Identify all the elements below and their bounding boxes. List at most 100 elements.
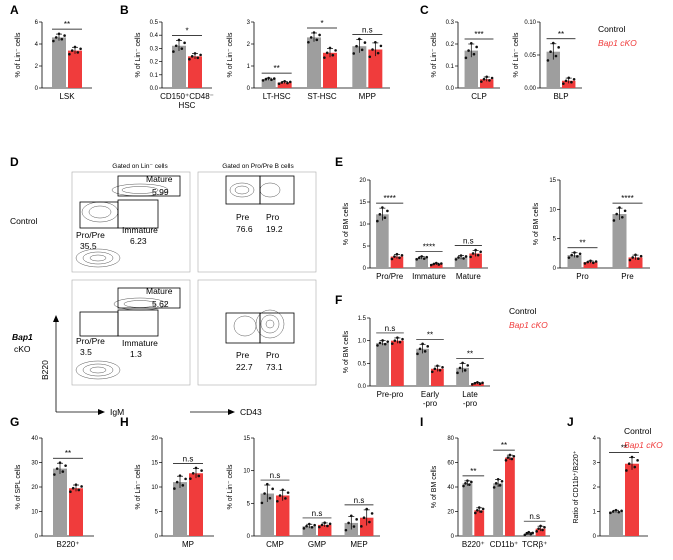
data-point bbox=[396, 336, 399, 339]
data-point bbox=[174, 44, 178, 48]
y-tick-label: 1 bbox=[593, 510, 597, 516]
data-point bbox=[617, 510, 621, 514]
panel-label-c: C bbox=[420, 3, 429, 17]
panel-label-e: E bbox=[335, 155, 343, 169]
flow-panel: Gated on Lin⁻ cells Gated on Pro/Pre B c… bbox=[10, 163, 317, 417]
data-point bbox=[476, 380, 479, 384]
chart-e2: 0 5 10 15 % of BM cells ** Pro **** Pre bbox=[533, 178, 650, 281]
data-point bbox=[383, 342, 387, 346]
flow-ylabel: B220 bbox=[40, 360, 50, 380]
y-tick-label: 0.4 bbox=[150, 33, 159, 39]
data-point bbox=[371, 48, 374, 51]
data-point bbox=[639, 254, 643, 258]
y-axis-label: % of Lin⁻ cells bbox=[135, 464, 142, 509]
data-point bbox=[589, 259, 592, 263]
data-point bbox=[58, 461, 62, 464]
category-label: MEP bbox=[350, 540, 367, 549]
gate-control-pro bbox=[259, 175, 295, 205]
data-point bbox=[57, 32, 61, 36]
y-tick-label: 20 bbox=[31, 485, 38, 491]
data-point bbox=[271, 487, 274, 491]
y-tick-label: 2 bbox=[35, 64, 39, 70]
data-point bbox=[264, 77, 268, 81]
gate-value-immature: 6.23 bbox=[130, 236, 147, 246]
y-axis-label: % of BM cells bbox=[343, 330, 350, 373]
category-label: -pro bbox=[423, 399, 438, 408]
bar-control bbox=[376, 342, 389, 386]
bar-control bbox=[609, 511, 623, 536]
data-point bbox=[612, 219, 616, 222]
data-point bbox=[281, 488, 285, 492]
sig-label: ** bbox=[64, 20, 70, 29]
data-point bbox=[344, 528, 348, 532]
data-point bbox=[386, 209, 389, 213]
chart-f: 0.0 0.5 1.0 1.5 % of BM cells n.s Pre-pro ** Ear… bbox=[343, 316, 490, 408]
data-point bbox=[64, 464, 67, 467]
category-label: Pre-pro bbox=[377, 390, 404, 399]
data-point bbox=[55, 467, 59, 470]
data-point bbox=[260, 501, 264, 505]
bar-cko bbox=[276, 495, 290, 536]
data-point bbox=[529, 532, 533, 536]
gate-cko-immature bbox=[117, 309, 159, 337]
legend-cko-bottom: Bap1 cKO bbox=[624, 440, 663, 450]
data-point bbox=[470, 480, 473, 484]
panel-label-b: B bbox=[120, 3, 129, 17]
bar-cko bbox=[469, 253, 482, 268]
y-tick-label: 10 bbox=[359, 222, 366, 228]
data-point bbox=[323, 521, 327, 525]
bar-cko bbox=[628, 257, 643, 268]
data-point bbox=[183, 41, 186, 45]
chart-a: 0 2 4 6 % of Lin⁻ cells ** LSK bbox=[15, 20, 92, 101]
bar-control bbox=[53, 468, 67, 536]
category-label: Pro/Pre bbox=[376, 272, 404, 281]
y-tick-label: 0 bbox=[35, 534, 39, 540]
data-point bbox=[488, 79, 491, 82]
flow-row-cko-gene: Bap1 bbox=[12, 332, 33, 342]
data-point bbox=[537, 527, 540, 530]
y-tick-label: 0.10 bbox=[524, 20, 536, 26]
category-label: ST-HSC bbox=[307, 92, 337, 101]
data-point bbox=[379, 44, 383, 48]
data-point bbox=[376, 51, 380, 55]
data-point bbox=[498, 484, 502, 487]
data-point bbox=[177, 38, 181, 42]
category-label: LT-HSC bbox=[263, 92, 291, 101]
y-tick-label: 0.5 bbox=[150, 20, 159, 26]
data-point bbox=[284, 497, 287, 500]
data-point bbox=[374, 40, 377, 44]
y-tick-label: 40 bbox=[447, 485, 454, 491]
data-point bbox=[551, 41, 555, 45]
sig-label: n.s bbox=[312, 509, 323, 518]
y-tick-label: 0.05 bbox=[524, 53, 536, 59]
data-point bbox=[438, 368, 442, 372]
y-tick-label: 3 bbox=[593, 461, 597, 467]
y-tick-label: 10 bbox=[151, 485, 158, 491]
bar-cko bbox=[69, 488, 83, 536]
y-axis-label: % of BM cells bbox=[343, 202, 350, 245]
category-label: B220⁺ bbox=[57, 540, 80, 549]
bar-cko bbox=[625, 463, 639, 536]
data-point bbox=[554, 54, 558, 58]
bar-control bbox=[493, 483, 503, 536]
gate-label-mature: Mature bbox=[146, 174, 173, 184]
sig-label: ** bbox=[501, 441, 507, 450]
data-point bbox=[634, 253, 637, 257]
legend-cko-top: Bap1 cKO bbox=[598, 38, 637, 48]
y-tick-label: 1.0 bbox=[358, 339, 367, 345]
data-point bbox=[500, 480, 504, 483]
data-point bbox=[474, 248, 477, 252]
data-point bbox=[172, 50, 175, 53]
bar-control bbox=[260, 493, 274, 536]
y-tick-label: 20 bbox=[151, 436, 158, 442]
data-point bbox=[376, 219, 379, 223]
data-point bbox=[464, 56, 468, 60]
data-point bbox=[398, 256, 401, 260]
data-point bbox=[197, 474, 201, 478]
data-point bbox=[386, 340, 390, 343]
data-point bbox=[477, 506, 481, 509]
data-point bbox=[393, 255, 396, 258]
data-point bbox=[423, 350, 427, 353]
bar-control bbox=[173, 482, 187, 536]
